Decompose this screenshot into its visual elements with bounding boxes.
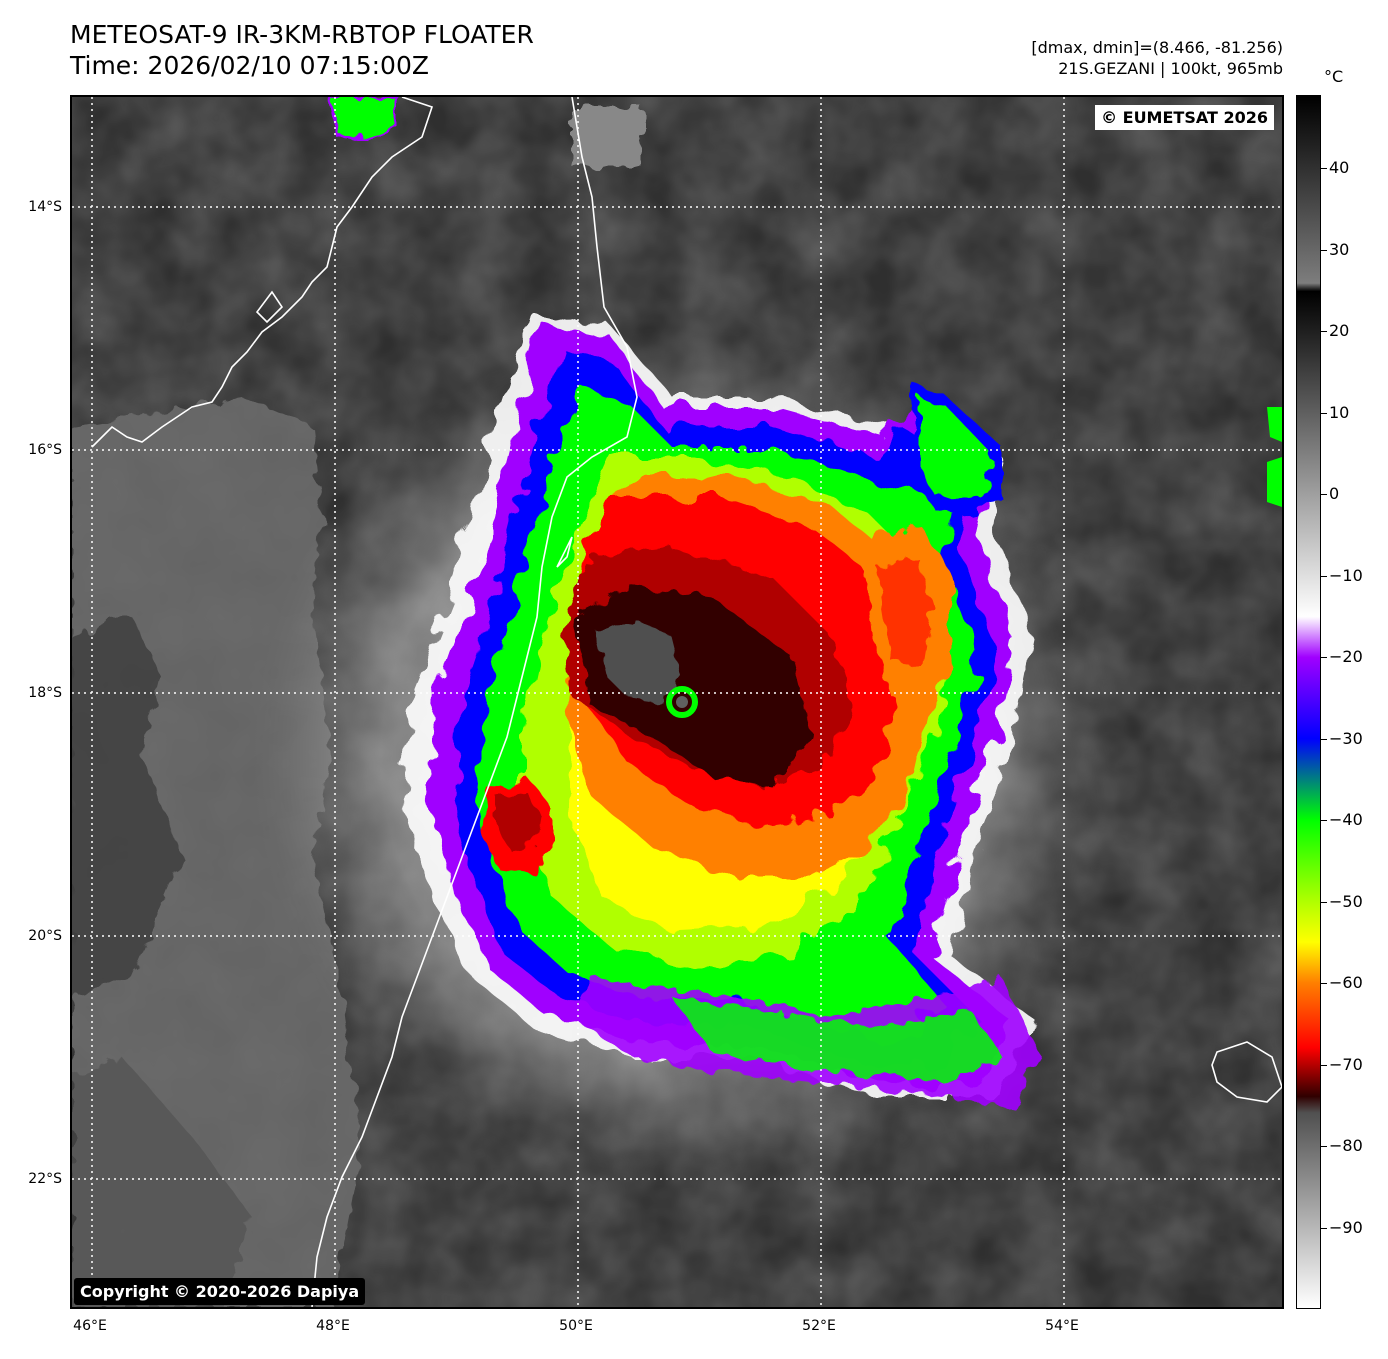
colorbar-tick <box>1321 1227 1327 1229</box>
storm-cloud-field <box>252 312 1112 1187</box>
data-range-label: [dmax, dmin]=(8.466, -81.256) <box>1031 38 1283 57</box>
map-time: Time: 2026/02/10 07:15:00Z <box>70 51 429 80</box>
lon-label-46e: 46°E <box>73 1318 107 1334</box>
lon-label-52e: 52°E <box>802 1318 836 1334</box>
colorbar-tick-label: −60 <box>1329 973 1363 993</box>
colorbar-tick-label: 10 <box>1329 402 1350 422</box>
madagascar-east-coast <box>311 97 638 1307</box>
colorbar-tick-label: −80 <box>1329 1136 1363 1155</box>
colorbar-tick <box>1321 657 1327 659</box>
colorbar-tick-label: 20 <box>1329 321 1350 341</box>
colorbar-tick <box>1321 1064 1327 1066</box>
colorbar-tick-label: 30 <box>1329 239 1350 259</box>
northern-convection <box>328 97 399 139</box>
lat-label-16s: 16°S <box>28 442 62 458</box>
colorbar-tick <box>1321 412 1327 414</box>
colorbar-tick-label: −30 <box>1329 728 1363 748</box>
madagascar-north-coast <box>91 97 434 448</box>
satellite-map[interactable]: © EUMETSAT 2026 Copyright © 2020-2026 Da… <box>70 95 1284 1309</box>
colorbar-tick <box>1321 575 1327 577</box>
storm-eye <box>597 617 682 702</box>
satellite-imagery <box>72 97 1282 1307</box>
colorbar-tick <box>1321 168 1327 170</box>
lat-label-18s: 18°S <box>28 685 62 701</box>
colorbar-tick-label: −70 <box>1329 1054 1363 1074</box>
lat-label-14s: 14°S <box>28 199 62 215</box>
colorbar-tick <box>1321 494 1327 496</box>
lat-label-22s: 22°S <box>28 1171 62 1187</box>
colorbar-tick <box>1321 249 1327 251</box>
colorbar-tick-label: −90 <box>1329 1217 1363 1237</box>
dapiya-copyright: Copyright © 2020-2026 Dapiya <box>74 1278 366 1305</box>
colorbar-tick <box>1321 983 1327 985</box>
lon-label-54e: 54°E <box>1045 1318 1079 1334</box>
eumetsat-credit: © EUMETSAT 2026 <box>1095 105 1274 130</box>
colorbar-tick <box>1321 901 1327 903</box>
colorbar-tick <box>1321 331 1327 333</box>
lon-label-48e: 48°E <box>316 1318 350 1334</box>
colorbar-tick-label: −20 <box>1329 647 1363 667</box>
colorbar-tick-label: −10 <box>1329 565 1363 585</box>
reunion-island-coast <box>1211 1041 1282 1103</box>
colorbar-tick-label: 40 <box>1329 158 1350 178</box>
temperature-colorbar <box>1296 95 1321 1309</box>
colorbar-tick <box>1321 820 1327 822</box>
lat-label-20s: 20°S <box>28 928 62 944</box>
colorbar-tick-label: −40 <box>1329 810 1363 830</box>
lon-label-50e: 50°E <box>559 1318 593 1334</box>
storm-info-label: 21S.GEZANI | 100kt, 965mb <box>1058 59 1283 78</box>
map-gridlines <box>72 97 1282 1307</box>
colorbar-tick <box>1321 738 1327 740</box>
colorbar-tick-label: 0 <box>1329 484 1340 504</box>
colorbar-unit: °C <box>1324 67 1344 86</box>
coastlines <box>91 97 1282 1307</box>
colorbar-tick <box>1321 1146 1327 1147</box>
map-title: METEOSAT-9 IR-3KM-RBTOP FLOATER <box>70 20 534 49</box>
colorbar-tick-label: −50 <box>1329 891 1363 911</box>
